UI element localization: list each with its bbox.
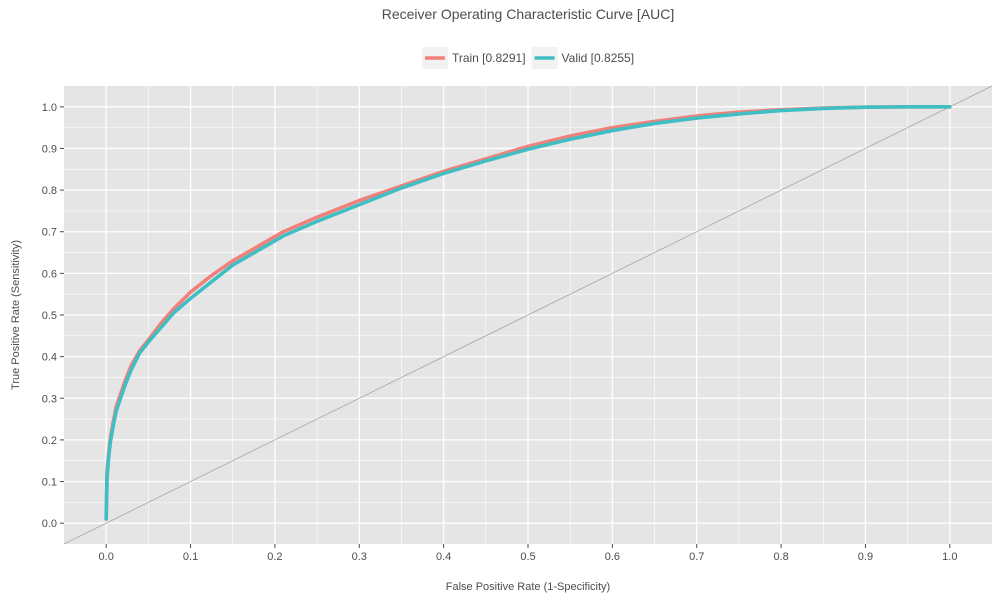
y-tick-label: 0.1 [42, 477, 57, 489]
x-tick-label: 0.4 [436, 551, 451, 563]
x-tick-label: 0.7 [689, 551, 704, 563]
y-tick-label: 0.2 [42, 435, 57, 447]
x-tick-label: 0.9 [858, 551, 873, 563]
series-lines [104, 105, 952, 521]
legend-label-train: Train [0.8291] [452, 51, 526, 65]
y-tick-label: 0.8 [42, 185, 57, 197]
x-tick-label: 0.5 [520, 551, 535, 563]
x-tick-label: 0.0 [99, 551, 114, 563]
y-tick-label: 0.0 [42, 518, 57, 530]
x-tick-label: 0.6 [605, 551, 620, 563]
y-tick-label: 0.3 [42, 393, 57, 405]
x-tick-label: 0.3 [352, 551, 367, 563]
series-line-valid [104, 105, 952, 521]
legend-label-valid: Valid [0.8255] [562, 51, 635, 65]
x-tick-label: 0.8 [773, 551, 788, 563]
chart-title: Receiver Operating Characteristic Curve … [382, 6, 675, 22]
x-tick-label: 0.1 [183, 551, 198, 563]
reference-diagonal [63, 85, 993, 545]
x-axis-ticks: 0.0 0.1 0.2 0.3 0.4 0.5 0.6 0.7 0.8 0.9 1.0 [99, 544, 957, 563]
x-tick-label: 0.2 [267, 551, 282, 563]
y-tick-label: 1.0 [42, 102, 57, 114]
y-axis-title: True Positive Rate (Sensitivity) [10, 240, 22, 390]
y-tick-label: 0.4 [42, 352, 57, 364]
y-tick-label: 0.9 [42, 143, 57, 155]
x-tick-label: 1.0 [942, 551, 957, 563]
y-tick-label: 0.6 [42, 268, 57, 280]
y-tick-label: 0.5 [42, 310, 57, 322]
reference-line [63, 85, 993, 545]
legend: Train [0.8291] Valid [0.8255] [421, 47, 635, 69]
x-axis-title: False Positive Rate (1-Specificity) [446, 581, 610, 593]
y-tick-label: 0.7 [42, 227, 57, 239]
y-axis-ticks: 0.0 0.1 0.2 0.3 0.4 0.5 0.6 0.7 0.8 0.9 1.0 [42, 102, 64, 530]
